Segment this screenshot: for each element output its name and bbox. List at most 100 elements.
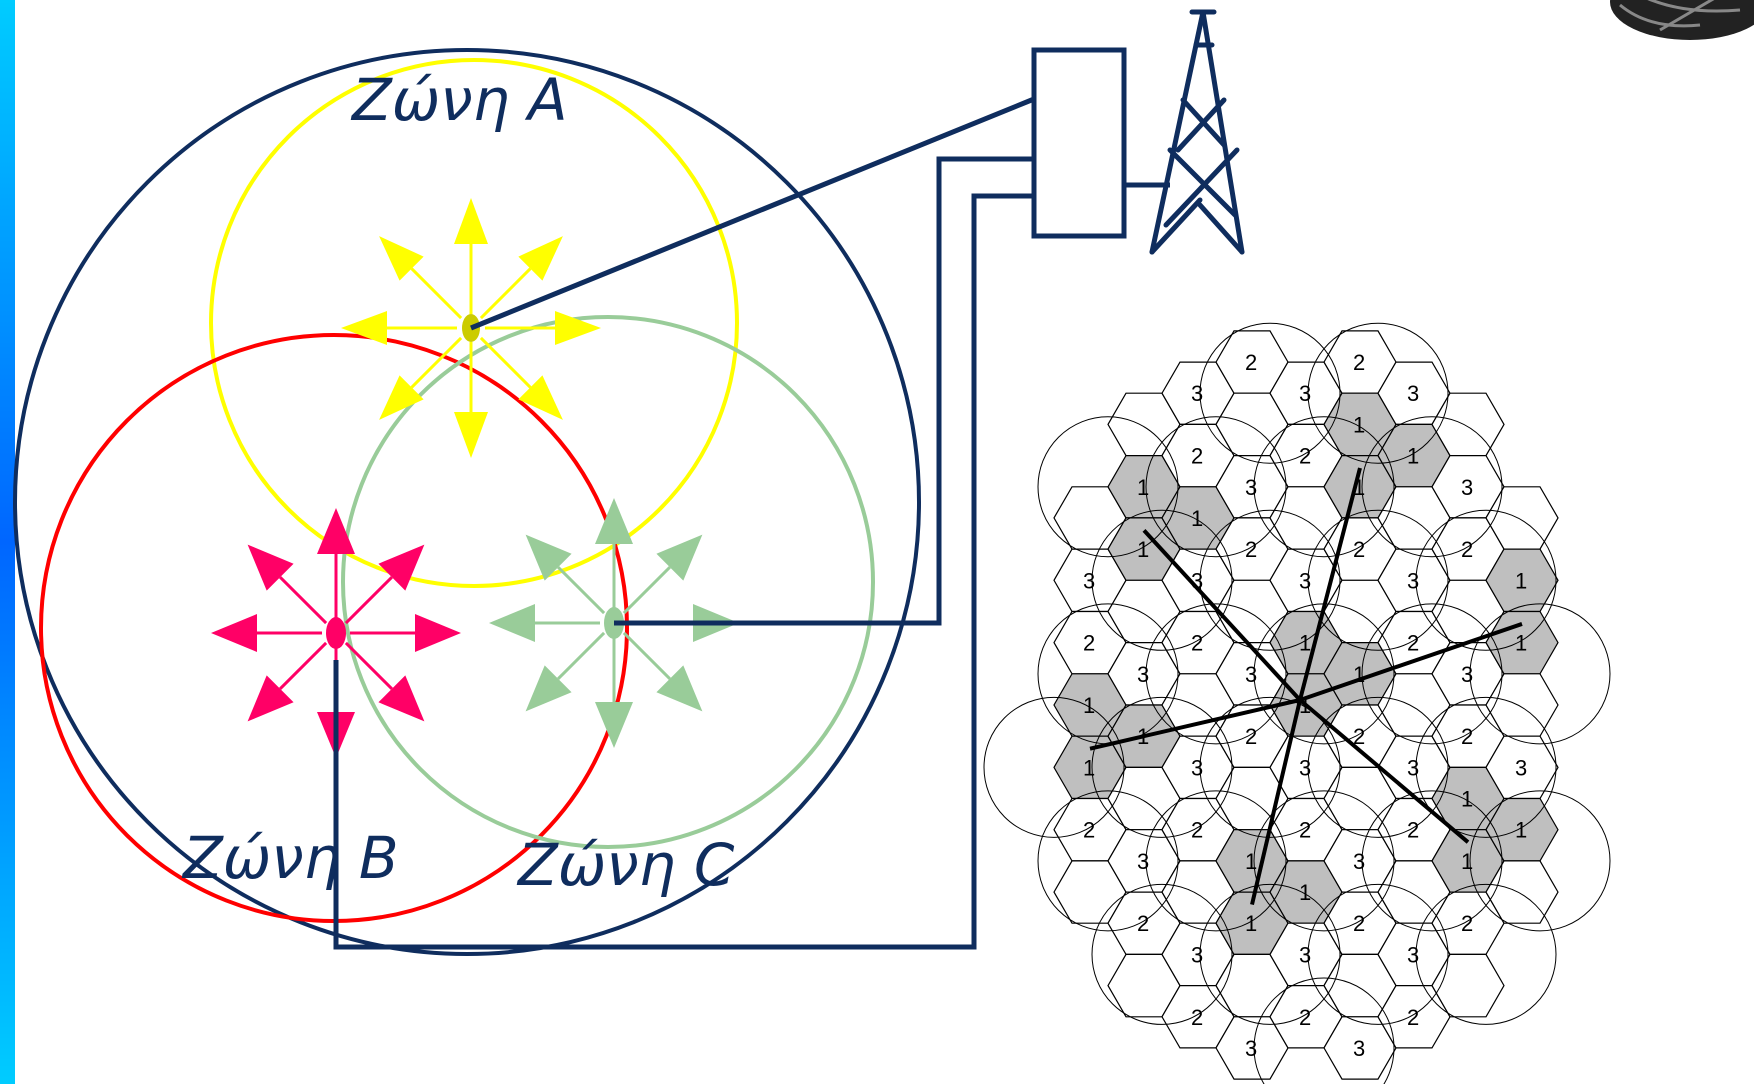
transmitter-box xyxy=(1031,47,1127,239)
cell-number: 2 xyxy=(1353,724,1365,749)
cell-number: 1 xyxy=(1407,444,1419,469)
cell-number: 1 xyxy=(1353,475,1365,500)
green-arrow-shaft xyxy=(557,631,606,680)
cell-number: 2 xyxy=(1245,350,1257,375)
cell-number: 3 xyxy=(1191,381,1203,406)
cell-number: 2 xyxy=(1407,631,1419,656)
cell-number: 3 xyxy=(1191,942,1203,967)
cell-number: 3 xyxy=(1083,568,1095,593)
cell-number: 1 xyxy=(1245,911,1257,936)
cell-number: 3 xyxy=(1407,381,1419,406)
zone-c-circle xyxy=(341,315,875,849)
green-arrow-head xyxy=(525,534,572,581)
cell-number: 2 xyxy=(1299,818,1311,843)
reuse-spoke xyxy=(1250,699,1302,905)
cell-number: 3 xyxy=(1299,568,1311,593)
cell-number: 2 xyxy=(1353,350,1365,375)
green-arrow-head xyxy=(525,665,572,712)
cluster-circle xyxy=(1091,883,1233,1025)
cell-number: 1 xyxy=(1299,631,1311,656)
cell-number: 2 xyxy=(1137,911,1149,936)
cell-labels: 3 2 1 1 2 1 1 3 1 3 2 3 2 1 3 2 3 2 3 2 2 3 2 3 2 1 1 3 3 2 3 1 1 3 2 1 3 2 2 1… xyxy=(1083,350,1527,1061)
cell-number: 1 xyxy=(1191,506,1203,531)
yellow-arrow-shaft xyxy=(479,267,532,320)
cell-number: 1 xyxy=(1299,693,1311,718)
reuse-spoke xyxy=(1298,698,1470,844)
pink-arrow-head xyxy=(247,675,294,722)
yellow-arrow-head xyxy=(518,236,563,281)
yellow-arrow-head xyxy=(518,375,563,420)
cluster-circle xyxy=(1415,883,1557,1025)
cell-number: 3 xyxy=(1191,568,1203,593)
cell-number: 3 xyxy=(1137,849,1149,874)
cell-number: 1 xyxy=(1515,568,1527,593)
yellow-arrow-shaft xyxy=(410,267,463,320)
cell-number: 1 xyxy=(1299,880,1311,905)
cluster-circle xyxy=(1307,883,1449,1025)
green-arrow-head xyxy=(656,534,703,581)
feed-lines xyxy=(333,96,1035,950)
cell-number: 1 xyxy=(1353,662,1365,687)
cluster-circle xyxy=(1145,603,1287,745)
reuse-spoke xyxy=(1299,622,1523,702)
cell-number: 3 xyxy=(1407,942,1419,967)
pink-arrow-head xyxy=(247,544,294,591)
pink-arrow-head xyxy=(378,544,425,591)
cell-number: 1 xyxy=(1461,787,1473,812)
cluster-circle xyxy=(1145,790,1287,932)
green-arrow-head xyxy=(595,498,633,544)
hex-cell xyxy=(1485,860,1559,924)
cell-number: 3 xyxy=(1515,755,1527,780)
cell-number: 2 xyxy=(1461,911,1473,936)
yellow-arrow-head xyxy=(379,375,424,420)
coverage-circle xyxy=(13,48,921,956)
green-arrow-shaft xyxy=(557,566,606,615)
cell-number: 2 xyxy=(1191,818,1203,843)
cell-number: 3 xyxy=(1407,755,1419,780)
cluster-circle xyxy=(1361,416,1503,558)
hex-cell-grid xyxy=(1053,330,1559,1080)
cell-number: 1 xyxy=(1137,537,1149,562)
green-arrow-head xyxy=(489,604,535,642)
cluster-circle xyxy=(1469,790,1611,932)
pink-arrow-head xyxy=(378,675,425,722)
cell-number: 3 xyxy=(1353,1036,1365,1061)
cluster-circle xyxy=(1361,603,1503,745)
yellow-arrow-head xyxy=(555,311,601,345)
green-arrow-head xyxy=(656,665,703,712)
cell-number: 2 xyxy=(1461,724,1473,749)
cell-number: 2 xyxy=(1083,818,1095,843)
pink-arrow-head xyxy=(317,508,355,554)
cell-number: 2 xyxy=(1299,1005,1311,1030)
cluster-circle xyxy=(1307,322,1449,464)
cell-number: 2 xyxy=(1407,1005,1419,1030)
cluster-circle xyxy=(1037,416,1179,558)
reuse-spoke xyxy=(1089,698,1301,751)
yellow-arrow-head xyxy=(454,198,488,244)
cluster-circle xyxy=(1415,696,1557,838)
cluster-circle xyxy=(1361,790,1503,932)
cluster-circle xyxy=(1091,509,1233,651)
yellow-arrow-head xyxy=(454,412,488,458)
cell-number: 1 xyxy=(1515,818,1527,843)
pink-arrow-shaft xyxy=(279,576,328,625)
cell-number: 1 xyxy=(1137,724,1149,749)
zone-a-label: Ζώνη A xyxy=(350,66,568,134)
cell-number: 3 xyxy=(1299,942,1311,967)
cluster-circle xyxy=(1253,416,1395,558)
green-arrow-shaft xyxy=(622,566,671,615)
cluster-circle xyxy=(983,696,1125,838)
cell-number: 3 xyxy=(1299,755,1311,780)
cluster-circle xyxy=(1199,696,1341,838)
zone-b-label: Ζώνη B xyxy=(181,824,399,892)
yellow-arrow-shaft xyxy=(410,336,463,389)
zone-a-circle xyxy=(209,58,739,588)
cluster-circle xyxy=(1199,322,1341,464)
pink-arrow-head xyxy=(415,614,461,652)
cell-number: 3 xyxy=(1299,381,1311,406)
cell-number: 1 xyxy=(1137,475,1149,500)
cell-number: 3 xyxy=(1245,1036,1257,1061)
green-arrow-head xyxy=(595,702,633,748)
cell-number: 1 xyxy=(1083,755,1095,780)
